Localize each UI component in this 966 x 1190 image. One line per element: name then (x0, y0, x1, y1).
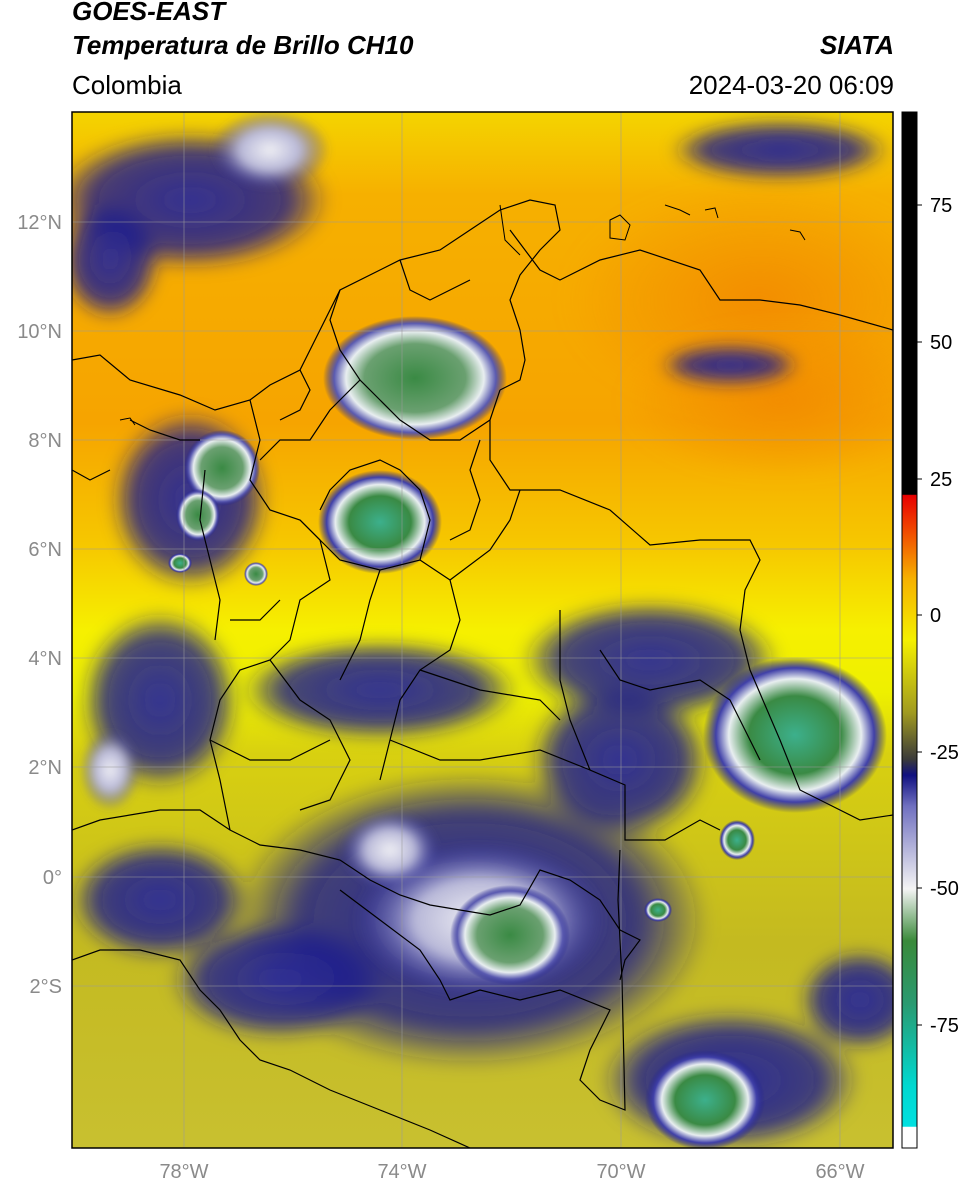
product-title: Temperatura de Brillo CH10 (72, 30, 414, 60)
lon-label: 74°W (377, 1161, 426, 1183)
brightness-temperature-field (72, 112, 893, 1148)
colorbar-gradient (901, 111, 918, 1149)
political-boundaries (72, 199, 893, 1148)
storm-cells (168, 316, 887, 1148)
colorbar-tick: 50 (930, 332, 952, 354)
satellite-title: GOES-EAST (72, 0, 226, 26)
map-frame (71, 111, 894, 1149)
colorbar-tick: 75 (930, 195, 952, 217)
longitude-labels: 78°W 74°W 70°W 66°W (159, 1161, 864, 1183)
lon-label: 66°W (815, 1161, 864, 1183)
lat-label: 2°S (30, 976, 62, 998)
lat-label: 12°N (17, 212, 62, 234)
colorbar-tick: -50 (930, 878, 959, 900)
colorbar-tick: -25 (930, 742, 959, 764)
lat-label: 8°N (28, 430, 62, 452)
lon-label: 78°W (159, 1161, 208, 1183)
colorbar: 75 50 25 0 -25 -50 -75 (901, 111, 959, 1149)
colorbar-tick: 25 (930, 469, 952, 491)
lat-label: 4°N (28, 648, 62, 670)
datetime-label: 2024-03-20 06:09 (688, 70, 894, 100)
colorbar-tick: -75 (930, 1015, 959, 1037)
coastlines (119, 204, 806, 426)
region-label: Colombia (72, 70, 182, 100)
source-label: SIATA (819, 30, 894, 60)
graticule (72, 112, 893, 1148)
lon-label: 70°W (596, 1161, 645, 1183)
lat-label: 0° (43, 867, 62, 889)
colorbar-tick: 0 (930, 605, 941, 627)
latitude-labels: 12°N 10°N 8°N 6°N 4°N 2°N 0° 2°S (17, 212, 62, 998)
lat-label: 6°N (28, 539, 62, 561)
lat-label: 10°N (17, 321, 62, 343)
lat-label: 2°N (28, 757, 62, 779)
